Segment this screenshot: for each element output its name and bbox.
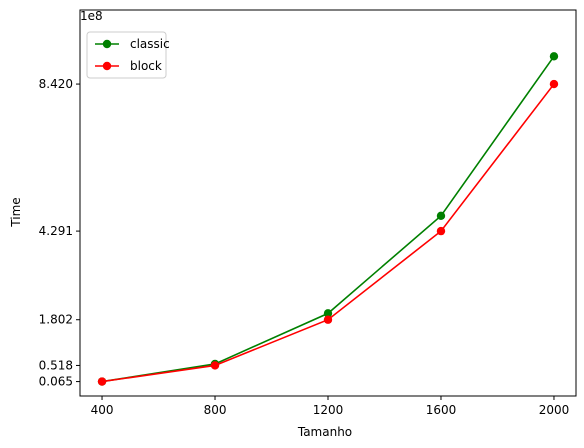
legend-marker-block: [102, 61, 112, 71]
x-tick-label: 400: [91, 403, 114, 417]
x-tick-label: 800: [204, 403, 227, 417]
data-point-block: [97, 377, 107, 386]
x-tick-label: 1200: [313, 403, 344, 417]
y-tick-label: 0.518: [39, 358, 73, 372]
legend: classic block: [86, 31, 170, 79]
y-tick-label: 8.420: [39, 77, 73, 91]
legend-label-classic: classic: [130, 37, 170, 51]
x-tick-label: 1600: [426, 403, 457, 417]
data-point-classic: [436, 211, 446, 221]
y-axis-label: Time: [9, 197, 23, 227]
y-tick-label: 4.291: [39, 224, 73, 238]
legend-marker-classic: [102, 39, 112, 49]
y-tick-label: 1.802: [39, 313, 73, 327]
data-point-block: [210, 361, 220, 370]
data-point-classic: [323, 309, 333, 318]
y-offset-label: 1e8: [80, 9, 103, 23]
x-tick-label: 2000: [539, 403, 570, 417]
y-tick-label: 0.065: [39, 375, 73, 389]
legend-label-block: block: [130, 59, 162, 73]
data-point-block: [436, 226, 446, 236]
data-point-block: [549, 79, 559, 89]
data-point-block: [323, 315, 333, 324]
data-point-classic: [549, 52, 559, 61]
x-axis-label: Tamanho: [297, 425, 352, 439]
axes: 400 800 1200 1600 2000 0.065 0.518 1.802 4.291 8.…: [39, 9, 577, 417]
plot-area: [97, 52, 559, 386]
